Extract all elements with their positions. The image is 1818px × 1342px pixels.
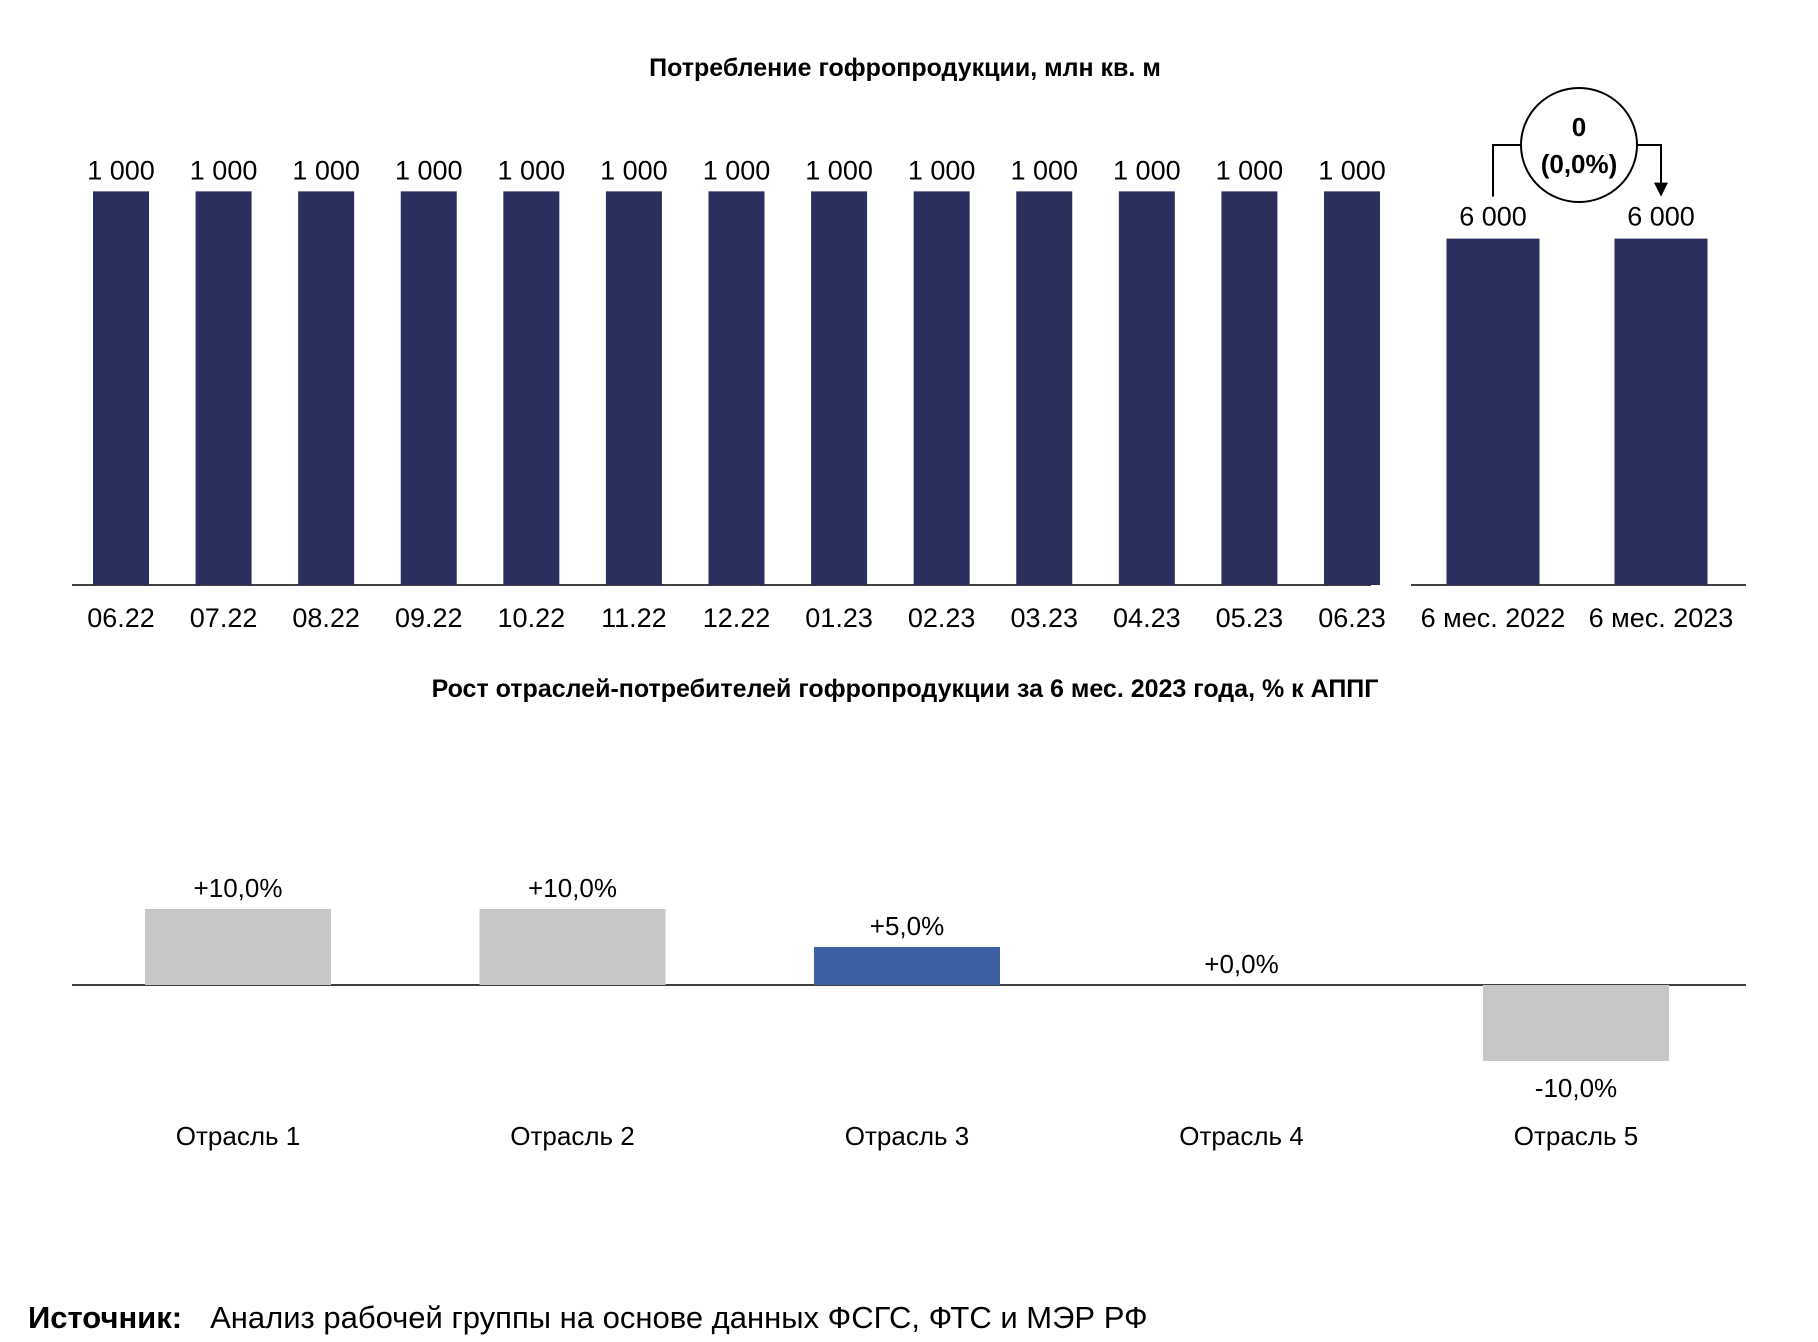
chart1-value-label: 1 000 <box>190 155 258 185</box>
chart3-value-label: -10,0% <box>1535 1073 1617 1103</box>
source-text: Анализ рабочей группы на основе данных Ф… <box>210 1300 1148 1335</box>
chart1-bar <box>400 191 457 585</box>
chart1-category-label: 11.22 <box>601 603 667 633</box>
chart1-bar <box>913 191 970 585</box>
chart1-category-label: 06.23 <box>1318 603 1386 633</box>
chart3-value-label: +10,0% <box>194 873 283 903</box>
source-label: Источник: <box>28 1300 183 1335</box>
chart2-bar <box>1614 238 1708 585</box>
chart1-bar <box>195 191 252 585</box>
chart3-bar <box>479 909 666 985</box>
chart1-value-label: 1 000 <box>1010 155 1078 185</box>
chart1-value-label: 1 000 <box>805 155 873 185</box>
chart1-value-label: 1 000 <box>703 155 771 185</box>
chart1-bar <box>503 191 560 585</box>
source-note: Источник: Анализ рабочей группы на основе… <box>28 1300 1148 1336</box>
chart1-bar <box>298 191 355 585</box>
chart1-bar <box>708 191 765 585</box>
chart2-category-label: 6 мес. 2023 <box>1589 603 1734 633</box>
chart1-bar <box>93 191 149 585</box>
chart3-bar <box>145 909 331 985</box>
chart1-category-label: 09.22 <box>395 603 463 633</box>
chart1-value-label: 1 000 <box>1318 155 1386 185</box>
chart2-value-label: 6 000 <box>1459 202 1527 232</box>
change-bubble <box>1520 87 1638 203</box>
chart1-value-label: 1 000 <box>908 155 976 185</box>
change-percent: (0,0%) <box>1541 149 1618 179</box>
chart1-category-label: 01.23 <box>805 603 873 633</box>
change-absolute: 0 <box>1572 112 1586 142</box>
chart3-category-label: Отрасль 3 <box>845 1121 969 1151</box>
chart1-category-label: 12.22 <box>703 603 771 633</box>
chart1-title: Потребление гофропродукции, млн кв. м <box>649 54 1161 82</box>
chart1-value-label: 1 000 <box>87 155 155 185</box>
chart1-value-label: 1 000 <box>498 155 566 185</box>
chart1-bar <box>1221 191 1278 585</box>
chart3-category-label: Отрасль 2 <box>510 1121 634 1151</box>
chart2-value-label: 6 000 <box>1627 202 1695 232</box>
chart3-bar <box>1483 985 1669 1061</box>
chart1-value-label: 1 000 <box>1113 155 1181 185</box>
chart1-category-label: 04.23 <box>1113 603 1181 633</box>
chart1-bar <box>1016 191 1073 585</box>
chart3-value-label: +10,0% <box>528 873 617 903</box>
chart1-value-label: 1 000 <box>600 155 668 185</box>
chart1-value-label: 1 000 <box>395 155 463 185</box>
chart2-bar <box>1446 238 1540 585</box>
chart1-bar <box>1324 191 1380 585</box>
chart1-category-label: 08.22 <box>292 603 360 633</box>
chart3-title: Рост отраслей-потребителей гофропродукци… <box>432 675 1379 703</box>
chart1-bar <box>1118 191 1175 585</box>
chart1-bar <box>605 191 662 585</box>
chart1-bar <box>811 191 868 585</box>
chart1-category-label: 02.23 <box>908 603 976 633</box>
chart3-category-label: Отрасль 5 <box>1514 1121 1638 1151</box>
chart3-value-label: +0,0% <box>1204 949 1278 979</box>
chart1-category-label: 03.23 <box>1010 603 1078 633</box>
chart1-category-label: 07.22 <box>190 603 258 633</box>
chart3-category-label: Отрасль 4 <box>1179 1121 1303 1151</box>
chart3-value-label: +5,0% <box>870 911 944 941</box>
chart3-category-label: Отрасль 1 <box>176 1121 300 1151</box>
change-connector-right <box>1635 144 1662 185</box>
chart3-bar <box>814 947 1000 985</box>
chart1-value-label: 1 000 <box>1216 155 1284 185</box>
chart1-category-label: 06.22 <box>87 603 155 633</box>
chart1-category-label: 05.23 <box>1216 603 1284 633</box>
change-connector-left <box>1492 144 1524 197</box>
chart1-category-label: 10.22 <box>498 603 566 633</box>
chart1-value-label: 1 000 <box>292 155 360 185</box>
chart2-category-label: 6 мес. 2022 <box>1421 603 1566 633</box>
change-arrow-icon <box>1654 182 1668 197</box>
